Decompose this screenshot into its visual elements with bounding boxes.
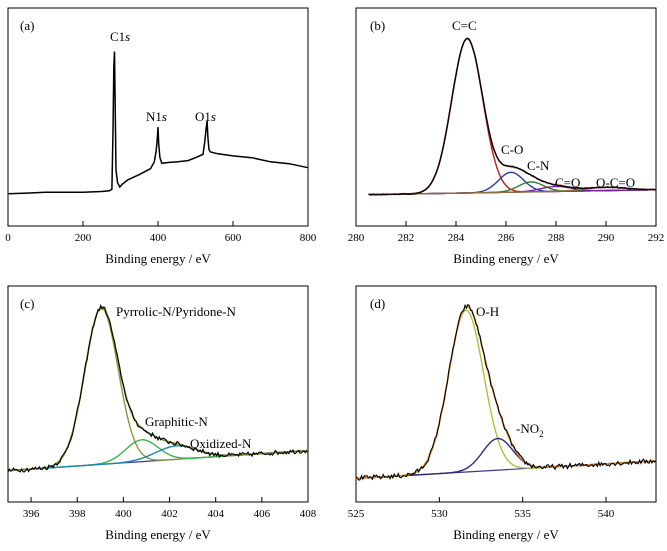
panel-a-xtick-label-0: 0 [5, 232, 11, 244]
panel-b-envelope [368, 37, 656, 196]
panel-b-xtick-label-0: 280 [348, 232, 365, 244]
panel-b-xtick-label-1: 282 [398, 232, 415, 244]
panel-b-xtick-label-4: 288 [548, 232, 565, 244]
panel-b-measured-data [368, 37, 657, 196]
annot-graphitic: Graphitic-N [145, 414, 208, 429]
panel-c-xtick-label-6: 408 [300, 508, 317, 520]
panel-c-xtick-label-3: 402 [161, 508, 178, 520]
panel-a: 0 200 400 600 800 [5, 51, 317, 244]
panel-b-xtick-label-3: 286 [498, 232, 515, 244]
panel-c-frame [7, 285, 309, 503]
panel-c-tag: (c) [20, 296, 34, 311]
panel-b-xtick-label-5: 290 [598, 232, 615, 244]
panel-d-tag: (d) [370, 296, 385, 311]
annot-c-eq-c: C=C [452, 18, 477, 33]
panel-d-peak-0 [355, 309, 657, 480]
panel-d-measured-data [355, 303, 657, 481]
panel-c-peak-0 [7, 307, 309, 472]
panel-b-xlabel: Binding energy / eV [453, 251, 559, 266]
annot-c-n: C-N [527, 158, 550, 173]
panel-d-xtick-label-2: 535 [514, 508, 531, 520]
panel-c-xtick-label-4: 404 [207, 508, 224, 520]
panel-d: 525 530 535 540 [348, 303, 657, 520]
panel-c-xtick-label-1: 398 [69, 508, 86, 520]
annot-n1s: N1s [146, 109, 167, 124]
panel-c-xtick-label-5: 406 [254, 508, 271, 520]
panel-a-xtick-label-2: 400 [150, 232, 167, 244]
panel-b: 280 282 284 286 288 290 292 [348, 37, 665, 244]
panel-c-measured-data [7, 303, 309, 473]
panel-a-survey-series [7, 51, 309, 195]
panel-d-xtick-label-1: 530 [431, 508, 448, 520]
panel-a-tag: (a) [20, 18, 34, 33]
panel-d-xtick-label-0: 525 [348, 508, 365, 520]
panel-a-xtick-label-1: 200 [75, 232, 92, 244]
panel-d-envelope [355, 305, 657, 480]
annot-c-o: C-O [501, 142, 523, 157]
panel-d-xtick-label-3: 540 [598, 508, 615, 520]
annot-c1s: C1s [110, 29, 130, 44]
panel-a-xtick-label-4: 800 [300, 232, 317, 244]
annot-o-c-eq-o: O-C=O [596, 175, 635, 190]
panel-d-frame [355, 285, 657, 503]
panel-c-xtick-label-2: 400 [115, 508, 132, 520]
panel-a-xlabel: Binding energy / eV [105, 251, 211, 266]
panel-b-tag: (b) [370, 18, 385, 33]
annot-o1s: O1s [195, 109, 216, 124]
panel-c-envelope [7, 306, 309, 472]
annot-no2: -NO2 [516, 421, 544, 439]
panel-c-xtick-label-0: 396 [23, 508, 40, 520]
annot-pyrrolic: Pyrrolic-N/Pyridone-N [116, 304, 236, 319]
panel-c: 396 398 400 402 404 406 408 [7, 303, 317, 520]
panel-a-xtick-label-3: 600 [225, 232, 242, 244]
annot-o-h: O-H [476, 304, 499, 319]
annot-oxidized: Oxidized-N [190, 436, 252, 451]
panel-d-xlabel: Binding energy / eV [453, 527, 559, 542]
panel-b-xtick-label-6: 292 [648, 232, 665, 244]
panel-b-peak-0 [368, 37, 656, 196]
panel-b-xtick-label-2: 284 [448, 232, 465, 244]
panel-c-xlabel: Binding energy / eV [105, 527, 211, 542]
